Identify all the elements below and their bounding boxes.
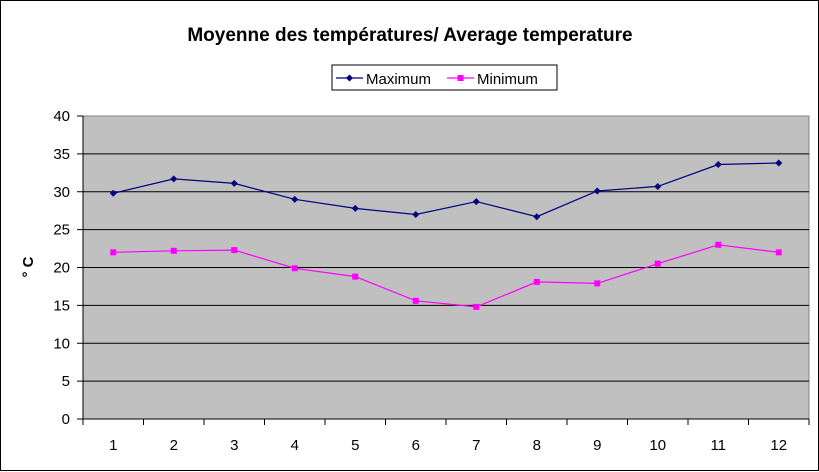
point-minimum-6 — [412, 297, 419, 304]
y-axis: 0 5 10 15 20 25 30 35 40 — [53, 108, 84, 428]
y-tick-label-30: 30 — [53, 184, 70, 201]
y-tick-label-40: 40 — [53, 108, 70, 125]
legend-box — [331, 64, 558, 91]
x-tick-label-10: 10 — [649, 437, 666, 454]
y-tick-label-20: 20 — [53, 260, 70, 277]
series-layer — [109, 159, 783, 310]
point-minimum-7 — [473, 303, 480, 310]
legend-item-minimum: Minimum — [447, 71, 538, 88]
series-maximum — [109, 159, 783, 221]
point-maximum-8 — [533, 213, 541, 221]
point-minimum-2 — [170, 247, 177, 254]
point-maximum-3 — [230, 179, 238, 187]
series-line-maximum — [113, 162, 779, 218]
x-tick-label-6: 6 — [412, 437, 420, 454]
x-tick-label-3: 3 — [230, 437, 238, 454]
x-tick-label-4: 4 — [291, 437, 299, 454]
point-maximum-1 — [109, 189, 117, 197]
y-tick-label-0: 0 — [62, 411, 70, 428]
legend-item-maximum: Maximum — [336, 71, 431, 88]
point-minimum-3 — [231, 247, 238, 254]
legend: Maximum Minimum — [331, 64, 558, 91]
legend-label-minimum: Minimum — [477, 71, 538, 88]
series-minimum — [110, 241, 782, 310]
x-axis: 1 2 3 4 5 6 7 8 9 10 11 12 — [82, 418, 810, 454]
point-minimum-10 — [654, 260, 661, 267]
x-tick-label-9: 9 — [593, 437, 601, 454]
x-tick-label-2: 2 — [170, 437, 178, 454]
x-tick-label-1: 1 — [109, 437, 117, 454]
y-axis-label: ° C — [20, 256, 37, 277]
legend-marker-maximum — [346, 74, 353, 82]
gridlines — [83, 153, 809, 382]
legend-label-maximum: Maximum — [366, 71, 431, 88]
point-maximum-12 — [775, 159, 783, 167]
y-tick-label-10: 10 — [53, 335, 70, 352]
point-minimum-5 — [352, 273, 359, 280]
point-minimum-1 — [110, 249, 117, 256]
point-maximum-2 — [170, 175, 178, 183]
point-minimum-12 — [775, 249, 782, 256]
point-minimum-9 — [594, 280, 601, 287]
point-maximum-6 — [412, 210, 420, 218]
point-maximum-7 — [472, 198, 480, 206]
point-maximum-9 — [593, 187, 601, 195]
x-tick-label-8: 8 — [533, 437, 541, 454]
x-tick-label-12: 12 — [770, 437, 787, 454]
chart-title: Moyenne des températures/ Average temper… — [187, 25, 632, 46]
point-minimum-11 — [715, 241, 722, 248]
point-maximum-10 — [654, 182, 662, 190]
x-tick-label-11: 11 — [710, 437, 726, 454]
series-line-minimum — [113, 244, 779, 308]
y-tick-label-35: 35 — [53, 146, 70, 163]
y-tick-label-5: 5 — [62, 373, 70, 390]
point-maximum-5 — [351, 204, 359, 212]
point-minimum-4 — [291, 265, 298, 272]
y-tick-label-15: 15 — [53, 297, 70, 314]
x-tick-label-7: 7 — [472, 437, 480, 454]
x-tick-label-5: 5 — [351, 437, 359, 454]
point-maximum-4 — [291, 195, 299, 203]
point-minimum-8 — [533, 278, 540, 285]
legend-marker-minimum — [457, 75, 464, 81]
point-maximum-11 — [714, 160, 722, 168]
y-tick-label-25: 25 — [53, 222, 70, 239]
